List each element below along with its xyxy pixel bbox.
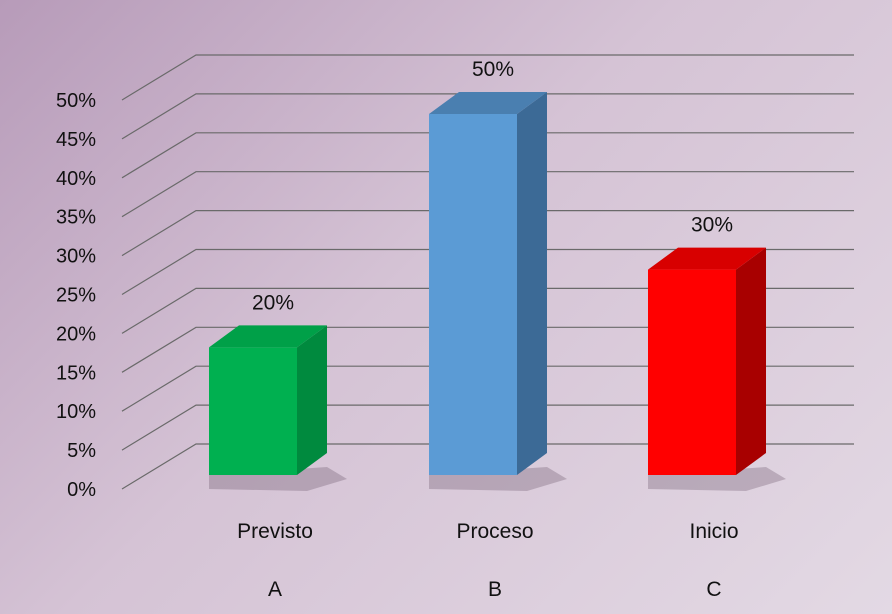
- y-tick-label: 10%: [56, 401, 96, 423]
- category-letter-label: C: [706, 578, 721, 601]
- data-label: 20%: [252, 291, 294, 314]
- gridline: [121, 326, 854, 373]
- y-tick-label: 35%: [56, 207, 96, 229]
- bar-side: [517, 92, 547, 475]
- y-tick-label: 40%: [56, 168, 96, 190]
- gridline: [121, 132, 854, 179]
- gridline: [121, 287, 854, 334]
- category-letter-label: B: [488, 578, 502, 601]
- bar-top: [648, 247, 766, 270]
- bar-side: [297, 325, 327, 475]
- gridline: [121, 93, 854, 140]
- y-tick-label: 5%: [67, 440, 96, 462]
- y-tick-label: 0%: [67, 479, 96, 501]
- bar-top: [209, 325, 327, 348]
- gridline: [121, 443, 854, 490]
- data-label: 50%: [472, 58, 514, 81]
- category-letter-label: A: [268, 578, 282, 601]
- gridline: [121, 248, 854, 296]
- y-tick-label: 20%: [56, 323, 96, 345]
- y-tick-label: 30%: [56, 246, 96, 268]
- bar: [648, 269, 736, 475]
- y-tick-label: 45%: [56, 129, 96, 151]
- gridline: [121, 210, 854, 257]
- y-tick-label: 15%: [56, 362, 96, 384]
- bar: [429, 114, 517, 475]
- category-label: Proceso: [456, 520, 533, 543]
- gridline: [121, 54, 854, 101]
- category-label: Inicio: [689, 520, 738, 543]
- bar: [209, 347, 297, 475]
- gridline: [121, 404, 854, 451]
- y-tick-label: 50%: [56, 90, 96, 112]
- gridline: [121, 171, 854, 218]
- gridline: [121, 365, 854, 412]
- bar-top: [429, 92, 547, 114]
- category-label: Previsto: [237, 520, 313, 543]
- bar-side: [736, 247, 766, 475]
- data-label: 30%: [691, 214, 733, 237]
- y-tick-label: 25%: [56, 285, 96, 307]
